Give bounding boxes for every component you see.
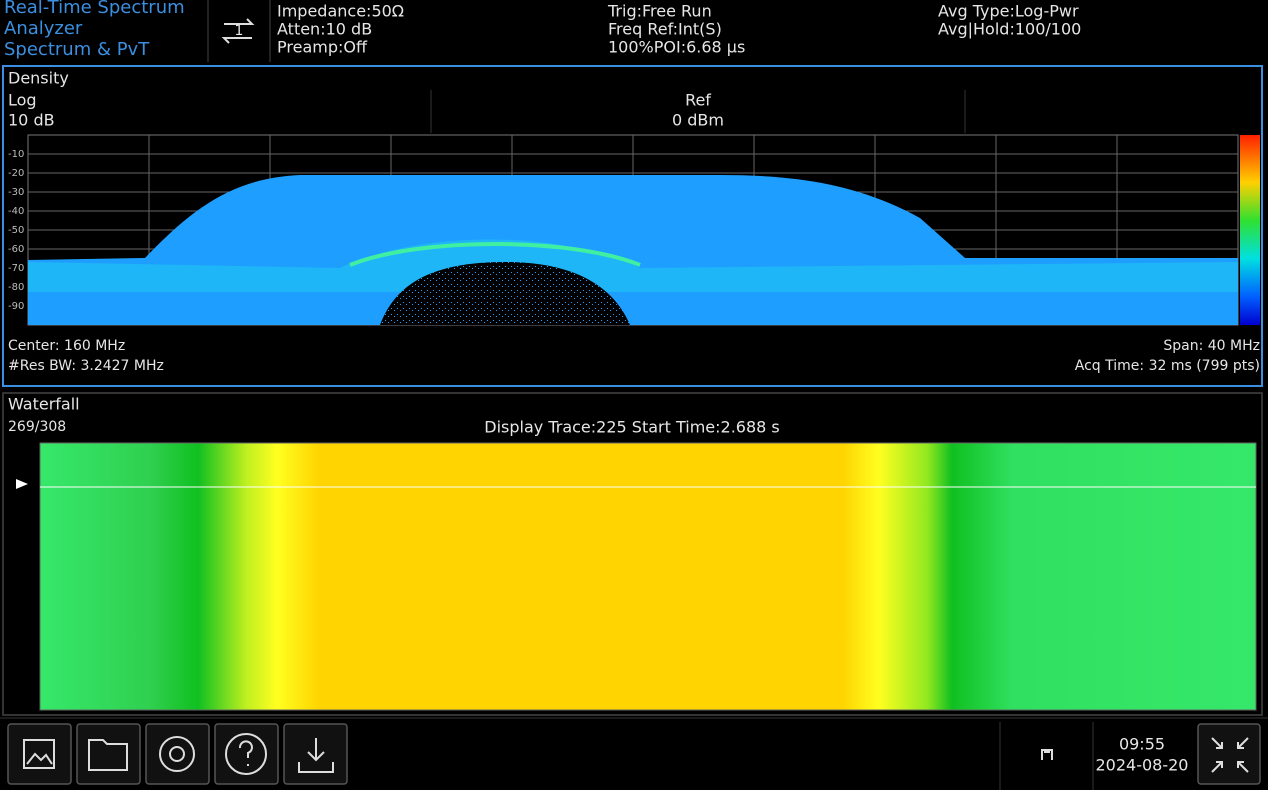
waterfall-image	[39, 442, 1257, 711]
settings-button[interactable]	[145, 723, 210, 785]
ref-label: Ref	[685, 91, 711, 110]
setting: Avg Type:Log-Pwr	[938, 2, 1079, 21]
file-button[interactable]	[76, 723, 141, 785]
display-trace: Display Trace:225 Start Time:2.688 s	[484, 418, 779, 437]
trace-mode-button[interactable]: 1	[221, 18, 255, 44]
trace-count: 269/308	[8, 419, 66, 435]
y-tick-label: -30	[8, 187, 24, 198]
clock-time: 09:55	[1119, 735, 1165, 754]
setting: Avg|Hold:100/100	[938, 20, 1081, 39]
y-tick-label: -10	[8, 149, 24, 160]
y-tick-label: -70	[8, 263, 24, 274]
fullscreen-button[interactable]	[1197, 723, 1261, 785]
scale: Log	[8, 91, 37, 110]
y-tick-label: -80	[8, 282, 24, 293]
setting: 100%POI:6.68 µs	[608, 38, 745, 57]
y-tick-label: -50	[8, 225, 24, 236]
acq-time: Acq Time: 32 ms (799 pts)	[1075, 358, 1260, 374]
density-panel[interactable]	[2, 65, 1263, 387]
save-button[interactable]	[283, 723, 348, 785]
setting: Freq Ref:Int(S)	[608, 20, 722, 39]
density-band	[28, 239, 1238, 292]
setting: Trig:Free Run	[607, 2, 712, 21]
low-density-area	[380, 262, 630, 325]
trace-number: 1	[235, 23, 244, 39]
res-bw: #Res BW: 3.2427 MHz	[8, 358, 164, 374]
panel-title: Waterfall	[8, 395, 80, 414]
usb-icon	[1041, 749, 1053, 760]
span: Span: 40 MHz	[1163, 338, 1260, 354]
y-tick-label: -90	[8, 301, 24, 312]
setting: Impedance:50Ω	[277, 2, 404, 21]
mode-line: Analyzer	[4, 18, 83, 39]
ref-value: 0 dBm	[672, 111, 724, 130]
help-button[interactable]	[214, 723, 279, 785]
scale-div: 10 dB	[8, 111, 55, 130]
setting: Atten:10 dB	[277, 20, 372, 39]
y-tick-label: -60	[8, 244, 24, 255]
panel-title: Density	[8, 69, 69, 88]
repeat-icon	[221, 18, 255, 44]
mode-line: Spectrum & PvT	[4, 39, 150, 60]
screenshot-button[interactable]	[7, 723, 72, 785]
y-tick-label: -20	[8, 168, 24, 179]
y-tick-label: -40	[8, 206, 24, 217]
density-trace	[349, 242, 641, 267]
clock-date: 2024-08-20	[1096, 756, 1189, 775]
setting: Preamp:Off	[277, 38, 368, 57]
trace-marker[interactable]	[16, 479, 28, 489]
mode-line: Real-Time Spectrum	[4, 0, 185, 18]
center-freq: Center: 160 MHz	[8, 338, 125, 354]
color-scale	[1240, 135, 1260, 325]
waterfall-panel[interactable]	[2, 392, 1263, 716]
